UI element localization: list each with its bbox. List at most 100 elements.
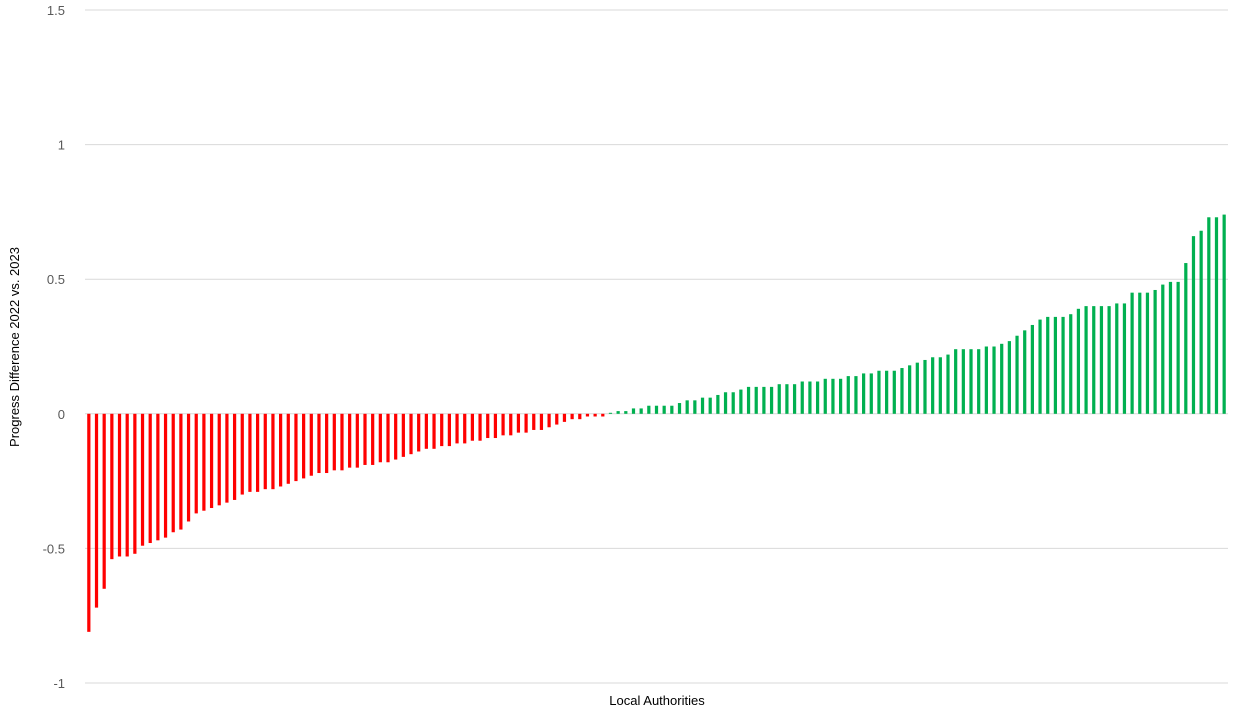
bar [854, 376, 858, 414]
bar [800, 381, 804, 414]
bar [378, 413, 382, 463]
bar [723, 392, 728, 414]
bar [1015, 335, 1019, 414]
bar [133, 413, 137, 554]
bar [279, 413, 283, 487]
y-tick-label: -1 [53, 676, 65, 691]
bar [846, 376, 850, 414]
bar [754, 386, 758, 414]
bar [232, 413, 237, 500]
y-axis-title: Progress Difference 2022 vs. 2023 [7, 247, 22, 447]
bar [785, 384, 789, 414]
bar [954, 349, 958, 414]
bar [915, 362, 919, 414]
bar [746, 386, 751, 414]
bar [386, 413, 390, 463]
bar [1084, 306, 1088, 414]
bar [593, 413, 597, 417]
bar [248, 413, 252, 492]
bar [532, 413, 536, 430]
bar [1145, 292, 1150, 414]
bar [1184, 263, 1188, 414]
bar [1053, 316, 1058, 414]
bar [1176, 281, 1180, 414]
bar [1115, 303, 1119, 414]
bar [808, 381, 812, 414]
bar [923, 359, 927, 414]
gridlines [85, 9, 1228, 684]
bar [409, 413, 413, 455]
bar [1222, 214, 1226, 414]
bar [716, 394, 720, 414]
bar [708, 397, 712, 414]
bar [309, 413, 313, 476]
bar [769, 386, 774, 414]
bar [1092, 306, 1096, 414]
bar [1107, 306, 1111, 414]
bar [731, 392, 735, 414]
bars [87, 214, 1226, 632]
bar [961, 349, 965, 414]
bar [501, 413, 505, 436]
bar [547, 413, 551, 428]
bar [938, 357, 942, 414]
bar [1130, 292, 1134, 414]
bar [470, 413, 474, 441]
bar [156, 413, 160, 541]
bar [831, 378, 835, 414]
bar [194, 413, 198, 514]
bar [1069, 314, 1073, 414]
bar [762, 386, 766, 414]
bar [654, 405, 659, 414]
bar [685, 400, 689, 414]
bar [302, 413, 306, 479]
bar [478, 413, 482, 441]
bar [946, 354, 950, 414]
y-tick-label: 1.5 [47, 3, 65, 18]
bar [240, 413, 244, 495]
bar [1030, 324, 1034, 414]
bar [271, 413, 275, 490]
bar [171, 413, 175, 533]
bar [700, 397, 705, 414]
bar [516, 413, 521, 433]
bar [447, 413, 451, 447]
bar [186, 413, 191, 522]
bar [140, 413, 145, 546]
bar [892, 370, 896, 414]
bar [1076, 308, 1081, 414]
y-axis-ticks: 1.5 1 0.5 0 -0.5 -1 [43, 3, 65, 691]
y-tick-label: 1 [58, 138, 65, 153]
bar [555, 413, 559, 425]
bar [1099, 306, 1104, 414]
bar [371, 413, 375, 465]
bar [631, 408, 636, 414]
bar [524, 413, 528, 433]
bar [616, 411, 620, 414]
bar [102, 413, 106, 589]
bar [1138, 292, 1142, 414]
bar [639, 408, 643, 414]
bar [601, 413, 605, 417]
bar [662, 405, 666, 414]
bar [217, 413, 221, 506]
bar [255, 413, 260, 492]
bar [585, 413, 590, 417]
bar [539, 413, 544, 430]
bar [1038, 319, 1042, 414]
y-tick-label: -0.5 [43, 541, 65, 556]
bar [1207, 217, 1211, 414]
bar [332, 413, 336, 471]
bar [455, 413, 459, 444]
bar [624, 411, 628, 414]
bar [110, 413, 114, 560]
bar [1000, 343, 1004, 414]
bar [209, 413, 214, 509]
bar [992, 346, 996, 414]
bar [647, 405, 651, 414]
bar [87, 413, 91, 632]
bar [463, 413, 467, 444]
bar [1023, 330, 1027, 414]
bar [117, 413, 122, 557]
